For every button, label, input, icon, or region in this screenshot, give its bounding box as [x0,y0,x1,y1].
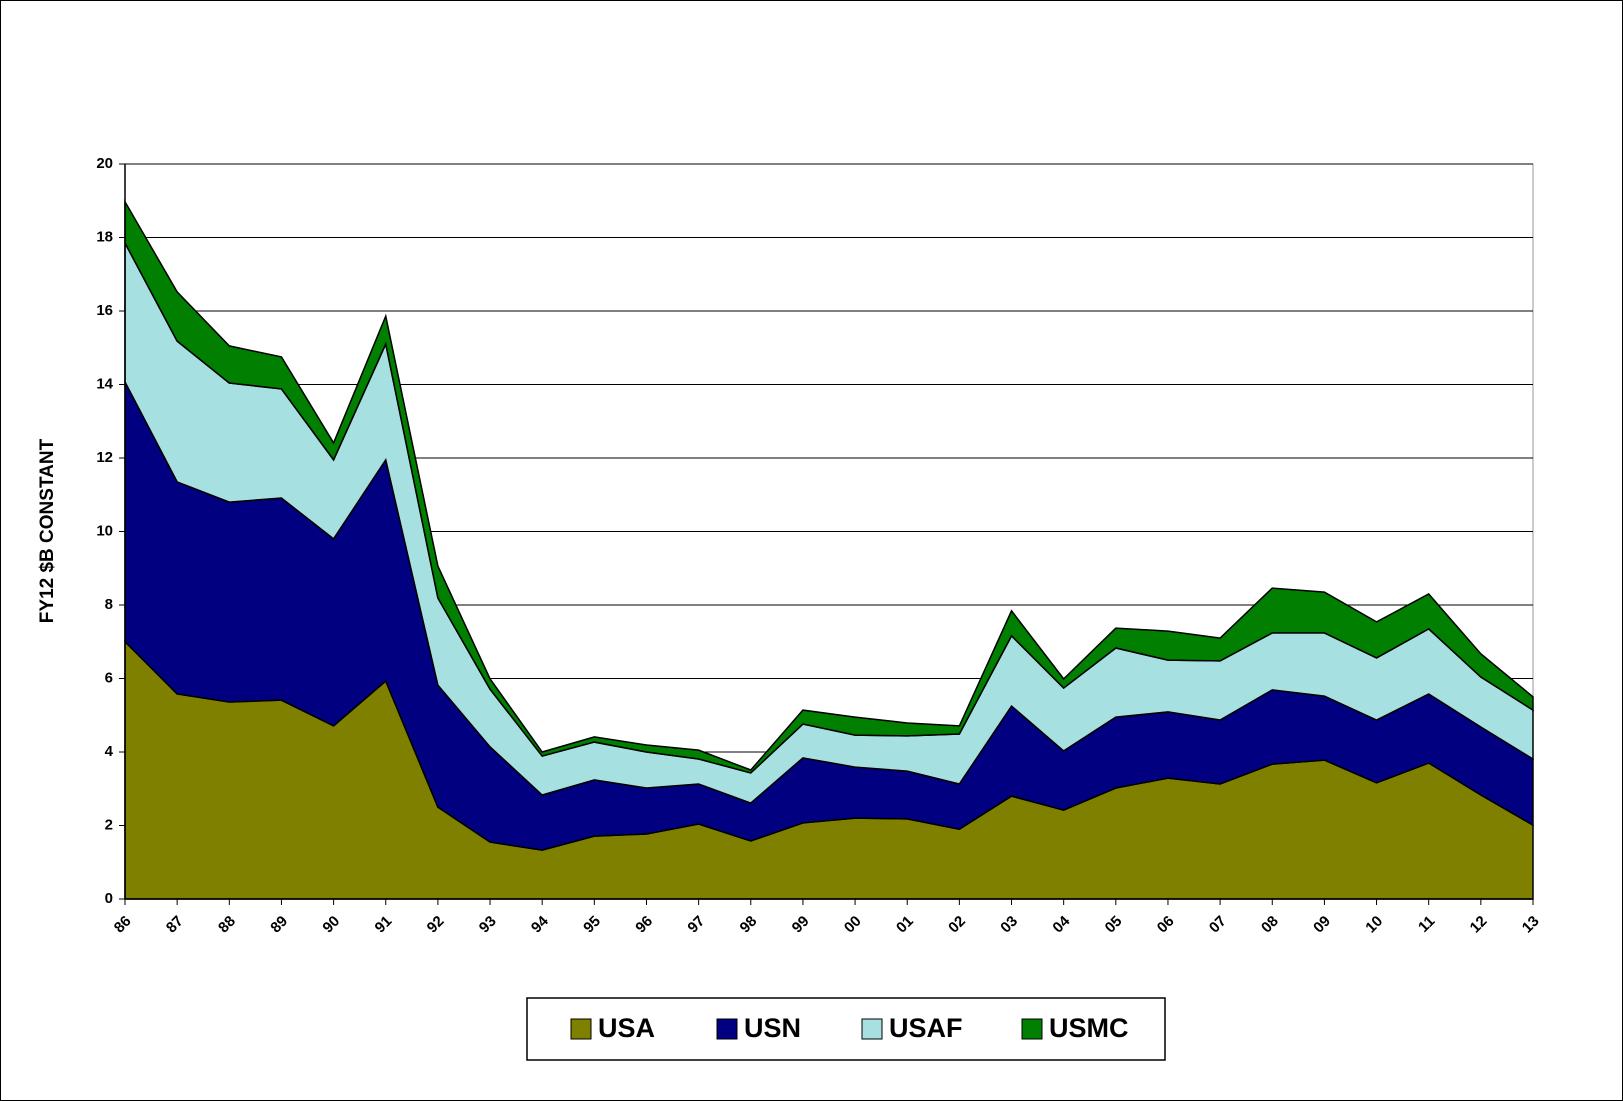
y-tick-label: 12 [96,449,113,466]
area [124,199,1534,774]
y-tick-label: 0 [105,890,113,907]
y-tick-label: 2 [105,816,113,833]
legend-label: USMC [1049,1013,1129,1043]
y-tick-label: 10 [96,522,113,539]
legend-swatch [1021,1018,1043,1040]
legend-label: USAF [889,1013,963,1043]
y-tick-label: 18 [96,228,113,245]
legend-swatch [861,1018,883,1040]
legend-swatch [716,1018,738,1040]
y-tick-label: 16 [96,302,113,319]
y-tick-label: 8 [105,596,113,613]
legend-box [526,997,1166,1061]
y-tick-label: 20 [96,155,113,172]
legend-swatch [570,1018,592,1040]
y-tick-label: 14 [96,375,113,392]
legend-label: USN [744,1013,801,1043]
y-tick-label: 6 [105,669,113,686]
y-axis-label: FY12 $B CONSTANT [37,438,58,623]
y-tick-label: 4 [105,743,114,760]
legend-label: USA [598,1013,655,1043]
